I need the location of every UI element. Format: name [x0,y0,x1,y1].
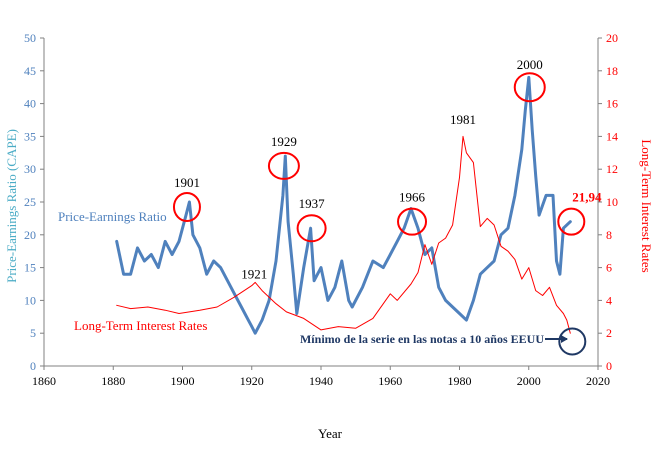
highlight-circle [513,72,546,103]
y-left-tick-label: 10 [24,293,36,307]
x-tick-label: 2000 [517,374,541,388]
x-axis: 1860 1880 1900 1920 1940 1960 1980 2000 2020 [32,365,610,388]
y-left-tick-label: 20 [24,228,36,242]
highlight-circle [296,214,327,243]
x-tick-label: 2020 [586,374,610,388]
y-left-tick-label: 40 [24,97,36,111]
y-axis-right-title: Long-Term Interest Rates [639,139,654,272]
legend-rates-label: Long-Term Interest Rates [74,318,207,333]
y-left-tick-label: 45 [24,64,36,78]
minimum-circle [558,327,587,356]
y-right-tick-label: 16 [606,97,618,111]
x-tick-label: 1920 [240,374,264,388]
y-right-tick-label: 14 [606,129,618,143]
y-axis-right: 0 2 4 6 8 10 12 14 16 18 20 [597,31,618,373]
minimum-arrowhead [561,335,568,343]
series-layer [115,75,572,335]
y-axis-left-title: Price-Earnings Ratio (CAPE) [4,129,19,283]
annotation-year: 1921 [241,267,267,282]
y-left-tick-label: 0 [30,359,36,373]
x-axis-title: Year [318,426,343,441]
y-right-tick-label: 20 [606,31,618,45]
highlight-circle [557,207,586,236]
x-tick-label: 1860 [32,374,56,388]
x-tick-label: 1940 [309,374,333,388]
x-tick-label: 1900 [171,374,195,388]
y-left-tick-label: 50 [24,31,36,45]
x-tick-label: 1960 [378,374,402,388]
y-right-tick-label: 0 [606,359,612,373]
highlight-circle [172,192,201,222]
y-right-tick-label: 10 [606,195,618,209]
y-left-tick-label: 35 [24,129,36,143]
annotation-year: 2000 [517,57,543,72]
y-left-tick-label: 15 [24,261,36,275]
annotation-year: 1929 [271,134,297,149]
y-right-tick-label: 12 [606,162,618,176]
y-left-tick-label: 5 [30,326,36,340]
annotation-year: 1966 [399,190,426,205]
pe-ratio-line [115,75,572,335]
annotation-layer: 1901 1921 1929 1937 1966 1981 2000 21,94 Mínimo … [172,57,602,356]
current-value-label: 21,94 [572,190,602,205]
legend-pe-label: Price-Earnings Ratio [58,209,167,224]
annotation-year: 1981 [450,112,476,127]
annotation-year: 1901 [174,175,200,190]
minimum-note: Mínimo de la serie en las notas a 10 año… [300,332,544,346]
y-left-tick-label: 25 [24,195,36,209]
y-right-tick-label: 4 [606,293,612,307]
y-right-tick-label: 8 [606,228,612,242]
highlight-circle [397,207,428,236]
annotation-year: 1937 [299,196,326,211]
y-right-tick-label: 6 [606,261,612,275]
y-right-tick-label: 18 [606,64,618,78]
y-axis-left: 0 5 10 15 20 25 30 35 40 45 50 [24,31,45,373]
highlight-circle [267,151,300,180]
x-tick-label: 1880 [101,374,125,388]
y-right-tick-label: 2 [606,326,612,340]
x-tick-label: 1980 [448,374,472,388]
interest-rate-line [116,135,571,334]
y-left-tick-label: 30 [24,162,36,176]
